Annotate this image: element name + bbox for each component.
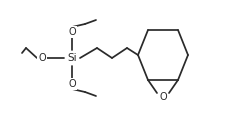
Text: O: O (38, 53, 46, 63)
Text: O: O (68, 27, 75, 37)
Text: O: O (68, 79, 75, 89)
Text: O: O (158, 92, 166, 102)
Text: Si: Si (67, 53, 77, 63)
